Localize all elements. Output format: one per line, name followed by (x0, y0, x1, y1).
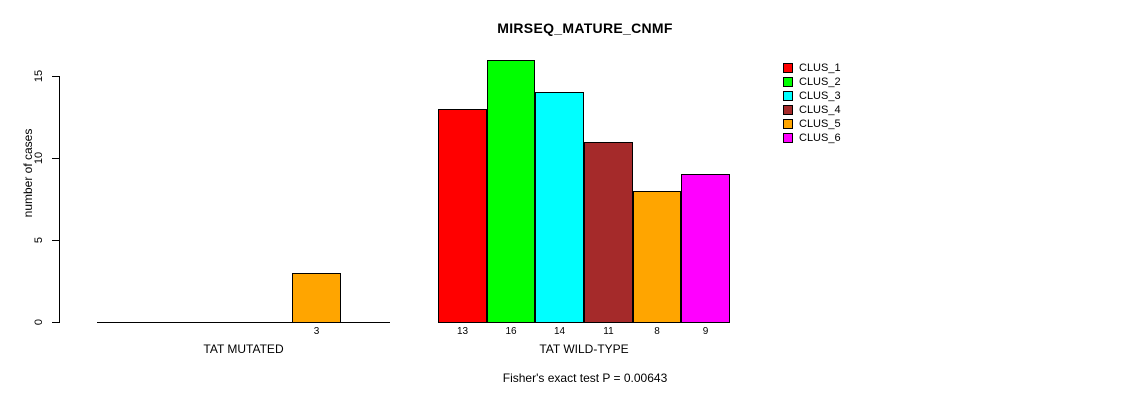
bar-value-label: 8 (654, 326, 660, 337)
legend-item: CLUS_1 (783, 61, 841, 75)
legend-color-swatch (783, 77, 793, 87)
y-tick-mark (52, 240, 59, 241)
y-tick-label: 15 (33, 69, 45, 83)
x-group-label-tat-mutated: TAT MUTATED (203, 342, 284, 356)
bar-clus_3-group1 (535, 92, 584, 323)
bar-value-label: 14 (553, 326, 566, 337)
y-tick-mark (52, 76, 59, 77)
bar-clus_1-group1 (438, 109, 487, 323)
legend: CLUS_1 CLUS_2 CLUS_3 CLUS_4 CLUS_5 CLUS_6 (783, 61, 841, 145)
bar-clus_6-group1 (681, 174, 730, 323)
legend-color-swatch (783, 91, 793, 101)
x-axis-baseline (97, 322, 390, 323)
y-axis-line (59, 76, 60, 323)
fisher-exact-test-annotation: Fisher's exact test P = 0.00643 (502, 371, 668, 385)
legend-item: CLUS_4 (783, 103, 841, 117)
y-axis-label: number of cases (21, 128, 35, 218)
bar-clus_5-group1 (633, 191, 681, 323)
bar-value-label: 16 (505, 326, 517, 337)
bar-value-label: 13 (456, 326, 469, 337)
x-group-label-tat-wild-type: TAT WILD-TYPE (539, 342, 629, 356)
y-tick-label: 0 (33, 318, 45, 326)
legend-item: CLUS_3 (783, 89, 841, 103)
legend-color-swatch (783, 119, 793, 129)
y-tick-mark (52, 322, 59, 323)
legend-item: CLUS_6 (783, 131, 841, 145)
legend-item-label: CLUS_6 (799, 132, 841, 144)
bar-value-label: 11 (603, 326, 614, 337)
bar-value-label: 9 (702, 326, 709, 337)
legend-item-label: CLUS_1 (799, 62, 841, 74)
y-tick-label: 10 (33, 151, 45, 165)
legend-item: CLUS_2 (783, 75, 841, 89)
bar-clus_4-group1 (584, 142, 633, 323)
legend-item-label: CLUS_2 (799, 76, 841, 88)
bar-clus_5-group0 (292, 273, 341, 323)
legend-item-label: CLUS_3 (799, 90, 841, 102)
legend-color-swatch (783, 63, 793, 73)
y-tick-mark (52, 158, 59, 159)
legend-item-label: CLUS_5 (799, 118, 841, 130)
bar-value-label: 3 (313, 326, 320, 337)
y-tick-label: 5 (33, 236, 45, 244)
legend-color-swatch (783, 133, 793, 143)
legend-item: CLUS_5 (783, 117, 841, 131)
legend-color-swatch (783, 105, 793, 115)
chart-title: MIRSEQ_MATURE_CNMF (497, 20, 673, 36)
legend-item-label: CLUS_4 (799, 104, 841, 116)
bar-clus_2-group1 (487, 60, 535, 323)
